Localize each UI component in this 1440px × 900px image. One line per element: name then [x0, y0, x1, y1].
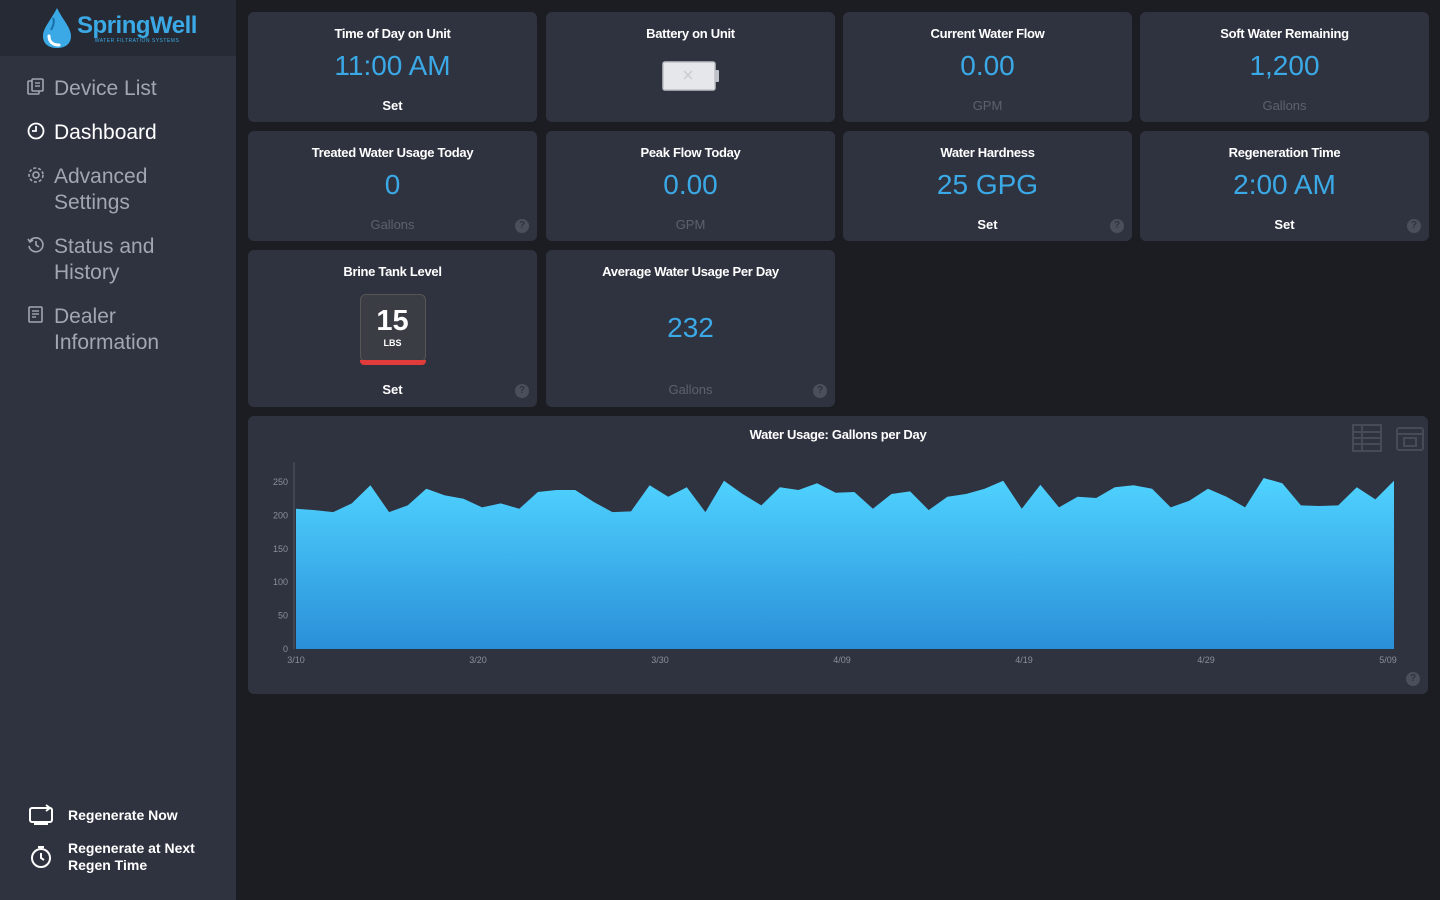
brand-tagline: WATER FILTRATION SYSTEMS [94, 38, 180, 44]
chart-export-icon[interactable] [1396, 424, 1424, 452]
card-brine-level: Brine Tank Level 15 LBS Set ? [248, 250, 537, 407]
card-title: Water Hardness [940, 145, 1035, 160]
logo-area: SpringWell WATER FILTRATION SYSTEMS [0, 0, 236, 56]
card-soft-water: Soft Water Remaining 1,200 Gallons [1140, 12, 1429, 122]
water-usage-chart-card: Water Usage: Gallons per Day 0 50 100 150 20… [248, 416, 1428, 694]
x-tick-label: 3/20 [469, 655, 487, 665]
card-peak-flow: Peak Flow Today 0.00 GPM [546, 131, 835, 241]
regenerate-next-button[interactable]: Regenerate at Next Regen Time [28, 840, 198, 874]
nav-label-advanced-settings: Advanced Settings [54, 165, 148, 214]
nav-label-dashboard: Dashboard [54, 121, 157, 144]
regen-time-value: 2:00 AM [1233, 169, 1336, 200]
brine-set-link[interactable]: Set [382, 382, 403, 397]
time-of-day-set-link[interactable]: Set [382, 98, 403, 113]
nav-item-advanced-settings[interactable]: Advanced Settings [26, 164, 236, 216]
y-tick-label: 50 [278, 611, 288, 621]
table-view-icon[interactable] [1352, 424, 1382, 452]
dashboard-clock-icon [26, 120, 46, 142]
treated-usage-unit: Gallons [370, 217, 415, 232]
info-icon[interactable]: ? [1406, 672, 1420, 686]
water-drop-logo-icon [43, 8, 72, 48]
y-tick-label: 250 [273, 477, 288, 487]
nav-label-status-history: Status and History [54, 235, 155, 284]
card-title: Regeneration Time [1228, 145, 1341, 160]
regenerate-next-label: Regenerate at Next Regen Time [68, 840, 195, 873]
nav-item-device-list[interactable]: Device List [26, 76, 236, 102]
sidebar-actions: Regenerate Now Regenerate at Next Regen … [28, 802, 198, 886]
card-avg-usage: Average Water Usage Per Day 232 Gallons … [546, 250, 835, 407]
brine-level-bar [359, 360, 426, 365]
water-usage-chart: 0 50 100 150 200 250 3/10 3/20 3/30 4/09 4/19 4/29 5… [273, 462, 1397, 665]
current-flow-value: 0.00 [960, 50, 1015, 81]
nav-label-device-list: Device List [54, 77, 157, 100]
regenerate-now-button[interactable]: Regenerate Now [28, 802, 198, 828]
usage-area-series [296, 478, 1394, 649]
regenerate-icon [28, 802, 54, 828]
card-regen-time: Regeneration Time 2:00 AM Set ? [1140, 131, 1429, 241]
soft-water-unit: Gallons [1262, 98, 1307, 113]
card-current-flow: Current Water Flow 0.00 GPM [843, 12, 1132, 122]
card-battery: Battery on Unit [546, 12, 835, 122]
nav-item-dealer-info[interactable]: Dealer Information [26, 304, 236, 356]
logo-text: SpringWell WATER FILTRATION SYSTEMS [77, 12, 197, 44]
peak-flow-value: 0.00 [663, 169, 718, 200]
history-icon [26, 234, 46, 256]
card-title: Soft Water Remaining [1220, 26, 1349, 41]
nav-item-status-history[interactable]: Status and History [26, 234, 236, 286]
card-title: Treated Water Usage Today [311, 145, 474, 160]
card-treated-usage: Treated Water Usage Today 0 Gallons ? [248, 131, 537, 241]
nav-item-dashboard[interactable]: Dashboard [26, 120, 236, 146]
y-tick-label: 200 [273, 510, 288, 520]
y-tick-label: 150 [273, 544, 288, 554]
info-icon[interactable]: ? [515, 384, 529, 398]
info-icon[interactable]: ? [1110, 219, 1124, 233]
battery-icon [661, 61, 719, 91]
card-title: Battery on Unit [646, 26, 735, 41]
treated-usage-value: 0 [384, 169, 401, 200]
chart-title: Water Usage: Gallons per Day [749, 427, 927, 442]
x-tick-label: 3/30 [651, 655, 669, 665]
x-tick-label: 4/29 [1197, 655, 1215, 665]
dealer-info-icon [26, 304, 46, 326]
x-tick-label: 5/09 [1379, 655, 1397, 665]
timer-icon [28, 844, 54, 870]
brine-level-unit: LBS [383, 338, 402, 348]
info-icon[interactable]: ? [515, 219, 529, 233]
card-title: Brine Tank Level [343, 264, 442, 279]
brine-level-value: 15 [376, 305, 409, 337]
device-list-icon [26, 76, 46, 98]
card-title: Peak Flow Today [640, 145, 741, 160]
avg-usage-unit: Gallons [668, 382, 713, 397]
brand-logo[interactable]: SpringWell WATER FILTRATION SYSTEMS [39, 6, 197, 50]
x-tick-label: 4/19 [1015, 655, 1033, 665]
info-icon[interactable]: ? [1407, 219, 1421, 233]
brand-name: SpringWell [77, 12, 197, 39]
sidebar: SpringWell WATER FILTRATION SYSTEMS Devi… [0, 0, 236, 900]
regenerate-now-label: Regenerate Now [68, 806, 178, 823]
peak-flow-unit: GPM [675, 217, 706, 232]
nav-label-dealer-info: Dealer Information [54, 305, 160, 354]
time-of-day-value: 11:00 AM [334, 50, 451, 81]
gear-icon [26, 164, 46, 186]
card-title: Average Water Usage Per Day [602, 264, 779, 279]
card-time-of-day: Time of Day on Unit 11:00 AM Set [248, 12, 537, 122]
x-tick-label: 3/10 [287, 655, 305, 665]
card-title: Time of Day on Unit [334, 26, 451, 41]
regen-time-set-link[interactable]: Set [1274, 217, 1295, 232]
soft-water-value: 1,200 [1249, 50, 1320, 81]
avg-usage-value: 232 [667, 312, 714, 343]
card-hardness: Water Hardness 25 GPG Set ? [843, 131, 1132, 241]
x-tick-label: 4/09 [833, 655, 851, 665]
sidebar-nav: Device List Dashboard Advanced Settings … [0, 76, 236, 356]
hardness-value: 25 GPG [936, 169, 1039, 200]
y-tick-label: 0 [283, 644, 288, 654]
current-flow-unit: GPM [972, 98, 1003, 113]
card-title: Current Water Flow [930, 26, 1045, 41]
hardness-set-link[interactable]: Set [977, 217, 998, 232]
y-tick-label: 100 [273, 577, 288, 587]
info-icon[interactable]: ? [813, 384, 827, 398]
brine-level-gauge: 15 LBS [359, 294, 426, 365]
